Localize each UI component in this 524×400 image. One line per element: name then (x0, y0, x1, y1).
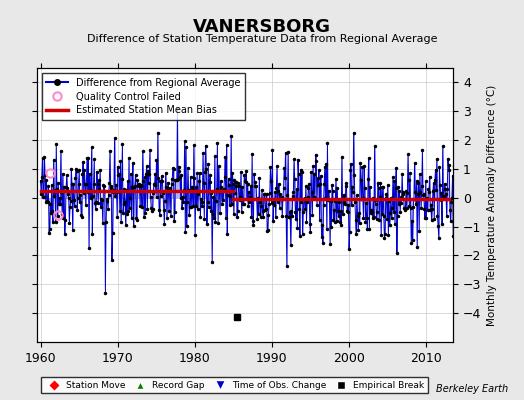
Text: VANERSBORG: VANERSBORG (193, 18, 331, 36)
Text: Berkeley Earth: Berkeley Earth (436, 384, 508, 394)
Legend: Station Move, Record Gap, Time of Obs. Change, Empirical Break: Station Move, Record Gap, Time of Obs. C… (41, 377, 428, 394)
Legend: Difference from Regional Average, Quality Control Failed, Estimated Station Mean: Difference from Regional Average, Qualit… (41, 73, 245, 120)
Text: Difference of Station Temperature Data from Regional Average: Difference of Station Temperature Data f… (87, 34, 437, 44)
Y-axis label: Monthly Temperature Anomaly Difference (°C): Monthly Temperature Anomaly Difference (… (487, 84, 497, 326)
